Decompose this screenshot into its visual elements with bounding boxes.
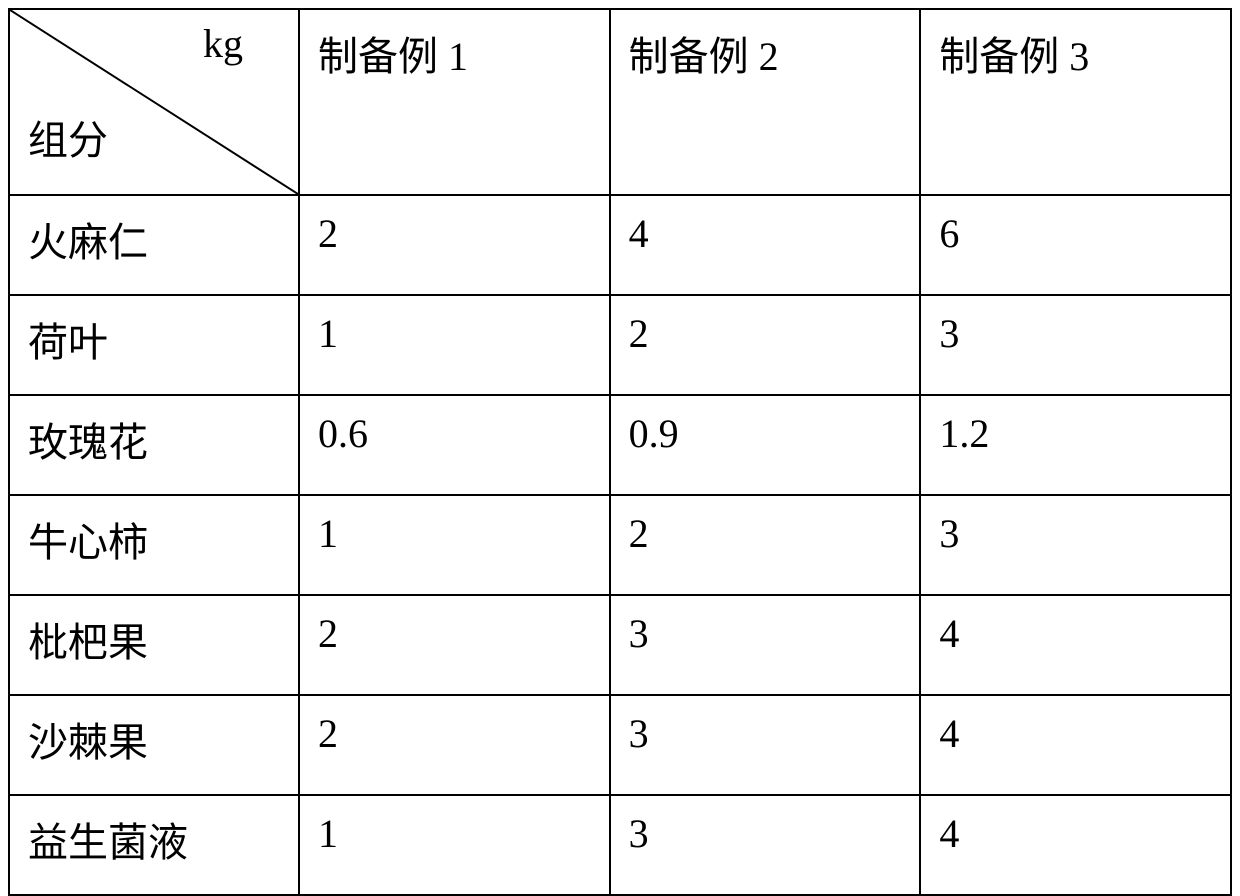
diagonal-header-cell: kg 组分 [9,9,299,195]
row-label: 益生菌液 [9,795,299,895]
cell-value: 3 [610,795,921,895]
cell-value: 0.9 [610,395,921,495]
cell-value: 2 [299,195,610,295]
cell-value: 1 [299,495,610,595]
cell-value: 0.6 [299,395,610,495]
table-row: 沙棘果 2 3 4 [9,695,1231,795]
table-header-row: kg 组分 制备例 1 制备例 2 制备例 3 [9,9,1231,195]
cell-value: 3 [920,295,1231,395]
diagonal-line-icon [10,10,298,194]
table-row: 牛心柿 1 2 3 [9,495,1231,595]
cell-value: 4 [610,195,921,295]
row-label: 玫瑰花 [9,395,299,495]
row-label: 枇杷果 [9,595,299,695]
column-header: 制备例 1 [299,9,610,195]
cell-value: 4 [920,595,1231,695]
ingredients-table: kg 组分 制备例 1 制备例 2 制备例 3 火麻仁 2 4 6 荷叶 1 2… [8,8,1232,896]
header-unit-label: kg [203,20,243,67]
row-label: 牛心柿 [9,495,299,595]
cell-value: 3 [610,595,921,695]
column-header: 制备例 3 [920,9,1231,195]
cell-value: 6 [920,195,1231,295]
cell-value: 2 [610,295,921,395]
table-row: 火麻仁 2 4 6 [9,195,1231,295]
cell-value: 2 [299,595,610,695]
cell-value: 3 [610,695,921,795]
cell-value: 4 [920,695,1231,795]
table-row: 益生菌液 1 3 4 [9,795,1231,895]
cell-value: 4 [920,795,1231,895]
table-row: 枇杷果 2 3 4 [9,595,1231,695]
table-row: 荷叶 1 2 3 [9,295,1231,395]
row-label: 火麻仁 [9,195,299,295]
cell-value: 1.2 [920,395,1231,495]
cell-value: 1 [299,795,610,895]
row-label: 沙棘果 [9,695,299,795]
cell-value: 2 [299,695,610,795]
table-row: 玫瑰花 0.6 0.9 1.2 [9,395,1231,495]
cell-value: 1 [299,295,610,395]
header-component-label: 组分 [28,108,108,166]
cell-value: 2 [610,495,921,595]
column-header: 制备例 2 [610,9,921,195]
cell-value: 3 [920,495,1231,595]
row-label: 荷叶 [9,295,299,395]
